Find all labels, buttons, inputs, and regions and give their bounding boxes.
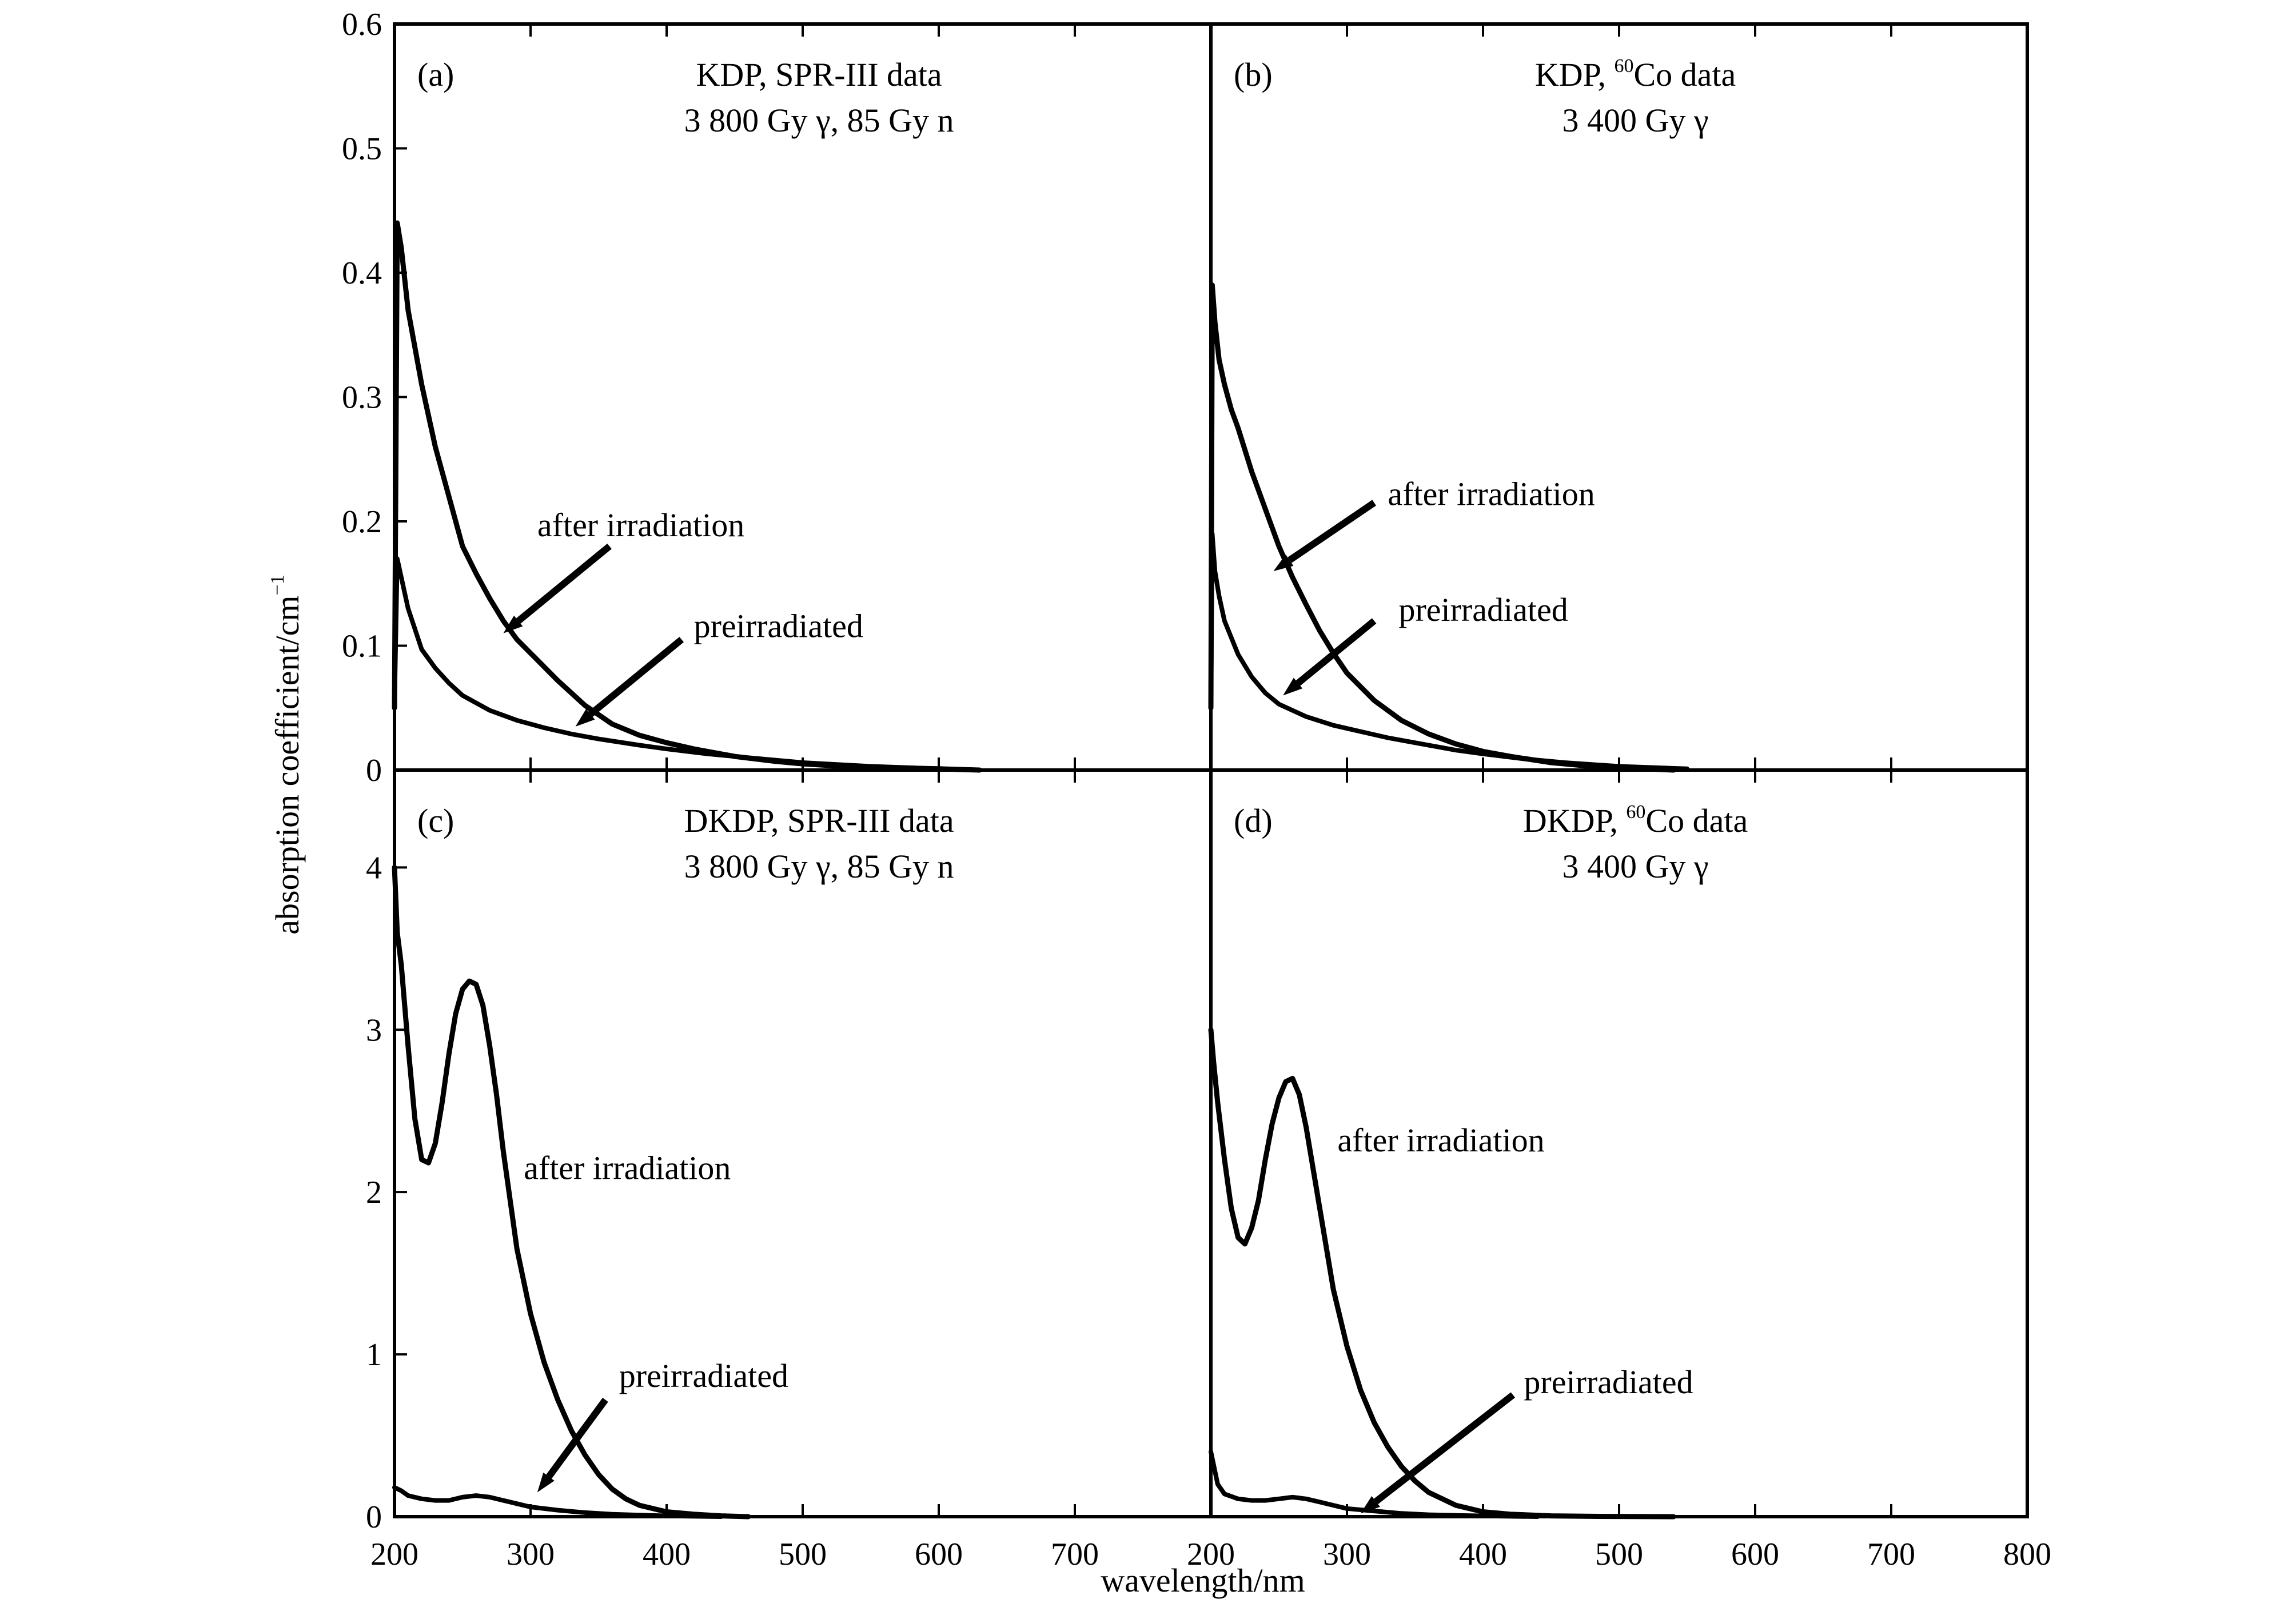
panel-label: (b) xyxy=(1234,56,1273,93)
annotation-label: preirradiated xyxy=(1524,1363,1693,1401)
x-axis-title: wavelength/nm xyxy=(1101,1562,1305,1599)
annotation-label: after irradiation xyxy=(1337,1122,1544,1159)
x-tick-label: 700 xyxy=(1867,1537,1915,1572)
annotation-arrow xyxy=(1373,1392,1516,1505)
panel-title-text: DKDP, SPR-III data xyxy=(684,802,954,839)
panel-title-text: KDP, SPR-III data xyxy=(696,56,942,93)
panel-label: (c) xyxy=(417,802,454,839)
annotation-arrow xyxy=(588,636,684,717)
annotation-arrowhead xyxy=(1283,677,1303,696)
x-tick-label: 400 xyxy=(643,1537,691,1572)
series-line-preirradiated xyxy=(392,556,941,771)
y-axis-title-text: absorption coefficient/cm xyxy=(269,595,306,934)
x-tick-label: 200 xyxy=(370,1537,418,1572)
annotation-arrowhead xyxy=(1273,554,1294,571)
panel-title-text: Co data xyxy=(1645,802,1748,839)
y-tick-label: 0.3 xyxy=(342,380,382,416)
annotation-label: after irradiation xyxy=(1388,476,1595,513)
series-line-preirradiated xyxy=(392,1485,724,1519)
panel-title-line: 3 800 Gy γ, 85 Gy n xyxy=(684,848,954,885)
panel-title-text: 3 800 Gy γ, 85 Gy n xyxy=(684,102,954,139)
annotation-arrowhead xyxy=(575,709,595,727)
y-tick-label: 2 xyxy=(366,1175,382,1210)
x-tick-label: 600 xyxy=(1731,1537,1779,1572)
series-line-preirradiated xyxy=(1209,1449,1540,1519)
panel-title-sup: 60 xyxy=(1614,55,1633,77)
panel-title-line: KDP, SPR-III data xyxy=(696,56,942,93)
series-line-after-irradiation xyxy=(1208,1027,1676,1520)
x-tick-label: 400 xyxy=(1459,1537,1507,1572)
x-tick-label: 500 xyxy=(779,1537,827,1572)
panel-title-line: DKDP, 60Co data xyxy=(1523,801,1748,839)
annotation-arrow xyxy=(1287,500,1376,563)
panel-d: 200 300 400 500 600 700 800 (d) DKDP, 60Co data 3… xyxy=(1187,770,2051,1572)
x-tick-label: 700 xyxy=(1051,1537,1099,1572)
annotation-arrowhead xyxy=(537,1472,555,1493)
panel-title-line: 3 800 Gy γ, 85 Gy n xyxy=(684,102,954,139)
y-tick-label: 3 xyxy=(366,1012,382,1048)
panel-b: (b) KDP, 60Co data 3 400 Gy γ after irradia… xyxy=(1208,24,1892,773)
y-axis-title-sup: −1 xyxy=(267,575,288,595)
annotation-arrow xyxy=(516,543,612,624)
x-tick-label: 500 xyxy=(1595,1537,1643,1572)
series-line-after-irradiation xyxy=(1208,282,1676,773)
panel-title-text: Co data xyxy=(1633,56,1736,93)
annotation-arrowhead xyxy=(503,615,523,633)
x-tick-label: 200 xyxy=(1187,1537,1235,1572)
panel-title-line: KDP, 60Co data xyxy=(1535,55,1736,93)
x-tick-label: 600 xyxy=(915,1537,963,1572)
series-line-after-irradiation xyxy=(392,220,982,773)
panel-title-sup: 60 xyxy=(1626,801,1645,823)
panel-title-text: 3 800 Gy γ, 85 Gy n xyxy=(684,848,954,885)
y-tick-label: 0 xyxy=(366,1500,382,1535)
annotation-label: preirradiated xyxy=(694,607,863,644)
y-tick-label: 0.2 xyxy=(342,504,382,540)
y-tick-label: 0.1 xyxy=(342,629,382,664)
series-line-preirradiated xyxy=(1209,531,1689,771)
panel-title-text: 3 400 Gy γ xyxy=(1562,102,1709,139)
panel-title-text: KDP, xyxy=(1535,56,1615,93)
annotation-label: after irradiation xyxy=(524,1149,731,1186)
annotation-label: preirradiated xyxy=(1398,591,1568,628)
panel-title-line: 3 400 Gy γ xyxy=(1562,102,1709,139)
panel-c: 0 1 2 3 4 200 300 400 500 600 700 (c) DKDP, SPR-III … xyxy=(366,770,1099,1572)
x-tick-label: 800 xyxy=(2003,1537,2051,1572)
chart-panels: 0 0.1 0.2 0.3 0.4 0.5 0.6 (a) KDP, SPR-III data 3… xyxy=(342,7,2051,1572)
x-tick-label: 300 xyxy=(1323,1537,1371,1572)
y-tick-label: 0.4 xyxy=(342,256,382,291)
series-line-after-irradiation xyxy=(392,864,751,1520)
y-tick-label: 0.5 xyxy=(342,131,382,167)
annotation-arrow xyxy=(1296,618,1377,686)
panel-title-text: DKDP, xyxy=(1523,802,1627,839)
panel-title-text: 3 400 Gy γ xyxy=(1562,848,1709,885)
y-tick-label: 4 xyxy=(366,850,382,886)
y-tick-label: 1 xyxy=(366,1337,382,1373)
annotation-arrowhead xyxy=(1360,1496,1381,1514)
annotation-arrow xyxy=(546,1398,608,1479)
y-axis-title: absorption coefficient/cm−1 xyxy=(267,575,306,934)
panel-label: (a) xyxy=(417,56,454,93)
panel-title-line: DKDP, SPR-III data xyxy=(684,802,954,839)
panel-label: (d) xyxy=(1234,802,1273,839)
x-tick-label: 300 xyxy=(507,1537,555,1572)
panel-a: 0 0.1 0.2 0.3 0.4 0.5 0.6 (a) KDP, SPR-III data 3… xyxy=(342,7,1076,788)
annotation-label: preirradiated xyxy=(619,1357,788,1394)
y-tick-label: 0.6 xyxy=(342,7,382,42)
annotation-label: after irradiation xyxy=(537,507,744,544)
y-tick-label: 0 xyxy=(366,753,382,788)
panel-title-line: 3 400 Gy γ xyxy=(1562,848,1709,885)
